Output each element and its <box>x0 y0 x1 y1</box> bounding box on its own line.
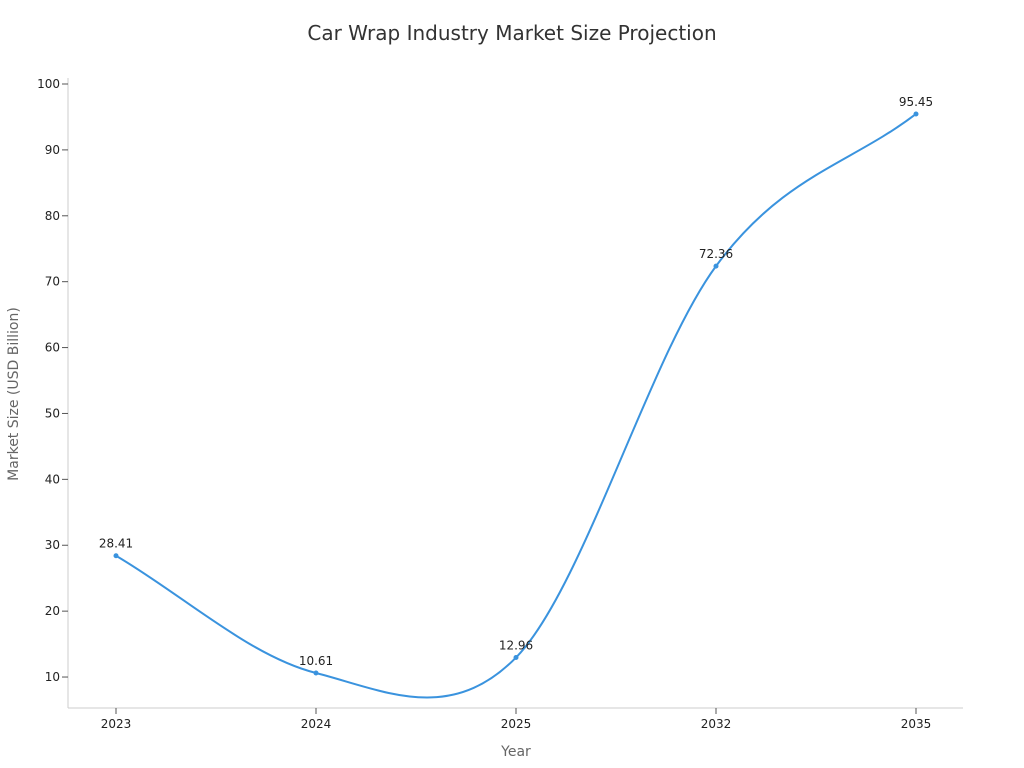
data-point <box>113 553 119 559</box>
data-label: 95.45 <box>899 95 933 109</box>
series-line <box>115 113 917 699</box>
y-tick-label: 50 <box>45 406 60 420</box>
y-tick-label: 80 <box>45 209 60 223</box>
y-tick-label: 100 <box>37 77 60 91</box>
x-tick-label: 2025 <box>501 717 532 731</box>
y-tick-label: 40 <box>45 472 60 486</box>
data-point <box>513 655 519 661</box>
plot-area: 28.41 10.61 12.96 72.36 95.45 <box>99 95 933 699</box>
x-tick-label: 2023 <box>101 717 132 731</box>
x-tick-label: 2035 <box>901 717 932 731</box>
y-tick-label: 20 <box>45 604 60 618</box>
x-axis-label: Year <box>500 744 531 760</box>
y-tick-label: 60 <box>45 341 60 355</box>
data-label: 12.96 <box>499 639 533 653</box>
data-label: 10.61 <box>299 654 333 668</box>
chart-title: Car Wrap Industry Market Size Projection <box>307 21 716 45</box>
y-tick-label: 10 <box>45 670 60 684</box>
data-label: 28.41 <box>99 537 133 551</box>
y-tick-label: 90 <box>45 143 60 157</box>
y-axis-label: Market Size (USD Billion) <box>6 307 22 481</box>
y-tick-label: 30 <box>45 538 60 552</box>
y-tick-label: 70 <box>45 275 60 289</box>
x-tick-label: 2032 <box>701 717 732 731</box>
axes: 10 20 30 40 50 60 70 80 90 100 2023 2024 2025 2032 203… <box>37 77 963 731</box>
data-point <box>313 670 319 676</box>
data-point <box>713 263 719 269</box>
x-tick-label: 2024 <box>301 717 332 731</box>
data-point <box>913 111 919 117</box>
data-label: 72.36 <box>699 247 733 261</box>
